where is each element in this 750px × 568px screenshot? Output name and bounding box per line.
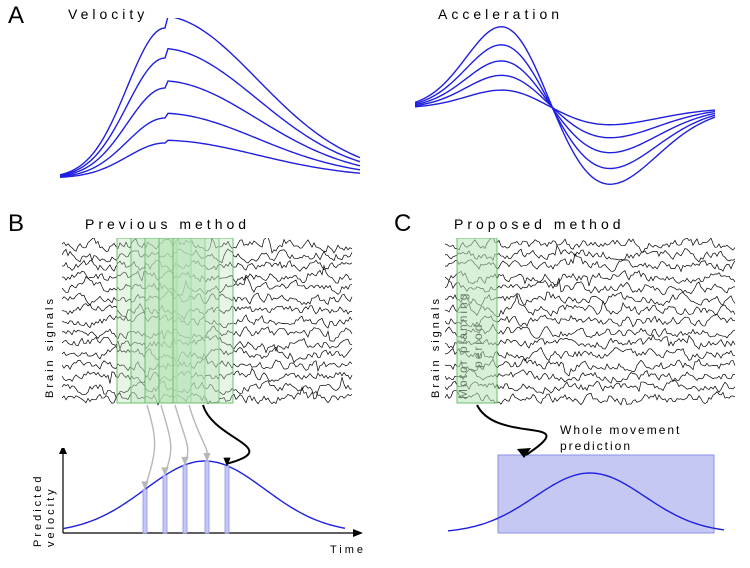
- panel-c-arrow: [440, 238, 750, 568]
- panel-b-arrows: [55, 238, 395, 568]
- panel-label-c: C: [394, 210, 411, 238]
- acceleration-curves: [415, 18, 735, 193]
- panel-label-a: A: [8, 2, 24, 30]
- title-proposed: Proposed method: [454, 216, 625, 232]
- panel-label-b: B: [8, 210, 24, 238]
- velocity-curves: [60, 18, 370, 193]
- title-previous: Previous method: [85, 216, 250, 232]
